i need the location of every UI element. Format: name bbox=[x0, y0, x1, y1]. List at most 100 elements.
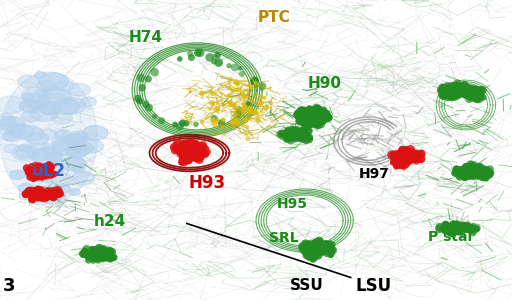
Point bbox=[407, 147, 415, 152]
Point bbox=[479, 169, 487, 173]
Point bbox=[468, 169, 476, 173]
Point bbox=[463, 86, 472, 91]
Point bbox=[317, 111, 326, 116]
Point bbox=[480, 173, 488, 178]
Point bbox=[461, 165, 470, 170]
Point bbox=[450, 95, 458, 100]
Point bbox=[451, 88, 459, 92]
Point bbox=[461, 82, 469, 87]
Point bbox=[465, 174, 473, 178]
Point bbox=[242, 132, 250, 137]
Point bbox=[308, 116, 316, 121]
Point bbox=[104, 254, 113, 259]
Point bbox=[284, 133, 292, 138]
Point bbox=[295, 133, 304, 138]
Point bbox=[47, 189, 55, 194]
Ellipse shape bbox=[19, 126, 44, 141]
Point bbox=[295, 133, 303, 138]
Point bbox=[90, 251, 98, 256]
Point bbox=[460, 226, 468, 230]
Point bbox=[197, 154, 205, 159]
Point bbox=[190, 151, 199, 156]
Point bbox=[80, 251, 89, 256]
Point bbox=[311, 115, 319, 120]
Point bbox=[201, 152, 209, 157]
Point bbox=[393, 164, 401, 169]
Point bbox=[454, 229, 462, 233]
Point bbox=[177, 145, 185, 149]
Point bbox=[298, 130, 306, 134]
Point bbox=[28, 197, 36, 202]
Point bbox=[456, 85, 464, 90]
Point bbox=[37, 165, 45, 170]
Point bbox=[445, 87, 453, 92]
Point bbox=[239, 107, 247, 112]
Point bbox=[44, 195, 52, 200]
Point bbox=[302, 245, 310, 250]
Point bbox=[454, 169, 462, 174]
Point bbox=[283, 135, 291, 140]
Point bbox=[463, 168, 471, 173]
Point bbox=[251, 78, 259, 83]
Point bbox=[45, 190, 53, 194]
Point bbox=[476, 87, 484, 92]
Point bbox=[297, 119, 305, 124]
Point bbox=[48, 164, 56, 168]
Point bbox=[459, 84, 467, 89]
Point bbox=[25, 172, 33, 177]
Point bbox=[457, 91, 465, 96]
Point bbox=[289, 134, 297, 139]
Point bbox=[43, 196, 51, 201]
Point bbox=[188, 150, 197, 154]
Point bbox=[459, 223, 467, 228]
Point bbox=[41, 166, 49, 171]
Point bbox=[103, 254, 111, 259]
Point bbox=[452, 85, 460, 90]
Point bbox=[193, 155, 201, 160]
Point bbox=[441, 92, 449, 97]
Point bbox=[467, 88, 476, 93]
Point bbox=[29, 196, 37, 200]
Point bbox=[461, 172, 469, 177]
Point bbox=[26, 169, 34, 174]
Point bbox=[456, 174, 464, 179]
Point bbox=[398, 153, 406, 158]
Point bbox=[301, 130, 309, 135]
Point bbox=[306, 107, 314, 112]
Point bbox=[323, 244, 331, 249]
Point bbox=[33, 175, 41, 180]
Point bbox=[197, 149, 205, 154]
Point bbox=[452, 167, 460, 172]
Point bbox=[36, 166, 44, 170]
Point bbox=[191, 151, 199, 156]
Point bbox=[453, 229, 461, 234]
Point bbox=[299, 118, 307, 122]
Point bbox=[194, 143, 202, 148]
Point bbox=[39, 195, 47, 200]
Point bbox=[318, 247, 326, 252]
Point bbox=[407, 158, 415, 162]
Point bbox=[474, 169, 482, 174]
Point bbox=[38, 173, 46, 178]
Point bbox=[442, 222, 451, 227]
Point bbox=[447, 84, 456, 89]
Point bbox=[34, 168, 42, 173]
Point bbox=[306, 136, 314, 141]
Point bbox=[315, 248, 324, 253]
Point bbox=[455, 167, 463, 172]
Point bbox=[188, 148, 196, 153]
Point bbox=[285, 135, 293, 140]
Point bbox=[453, 223, 461, 228]
Point bbox=[459, 173, 467, 178]
Point bbox=[310, 108, 318, 113]
Point bbox=[454, 169, 462, 174]
Point bbox=[30, 176, 38, 181]
Point bbox=[455, 173, 463, 178]
Point bbox=[307, 121, 315, 126]
Point bbox=[100, 253, 109, 257]
Point bbox=[484, 170, 493, 175]
Point bbox=[296, 135, 305, 140]
Point bbox=[464, 222, 472, 227]
Point bbox=[187, 140, 195, 145]
Point bbox=[174, 146, 182, 151]
